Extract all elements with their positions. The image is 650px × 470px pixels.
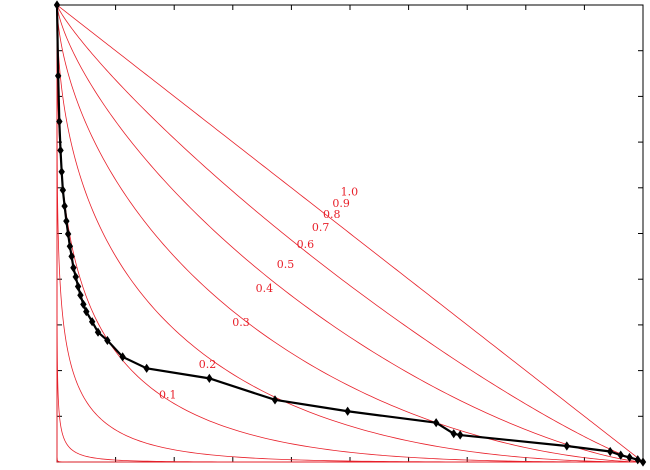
contour-label-0.3: 0.3 bbox=[232, 316, 250, 329]
contour-line-0.6 bbox=[56, 5, 643, 463]
contour-lines bbox=[56, 4, 644, 463]
data-point bbox=[57, 145, 64, 155]
data-series bbox=[53, 0, 647, 467]
data-point bbox=[83, 307, 90, 317]
contour-line-0.7 bbox=[56, 5, 643, 463]
contour-label-0.5: 0.5 bbox=[277, 258, 295, 271]
contour-label-0.4: 0.4 bbox=[256, 282, 273, 295]
series-line bbox=[55, 4, 644, 464]
data-point bbox=[66, 241, 74, 251]
data-point bbox=[53, 0, 61, 10]
data-point bbox=[58, 167, 65, 177]
contour-line-0.4 bbox=[56, 5, 643, 463]
contour-label-0.9: 0.9 bbox=[332, 197, 350, 210]
data-point bbox=[88, 317, 96, 327]
data-point bbox=[639, 457, 647, 467]
contour-label-0.7: 0.7 bbox=[312, 221, 330, 234]
data-point bbox=[63, 216, 70, 226]
data-point bbox=[456, 430, 464, 440]
data-point bbox=[119, 352, 126, 362]
data-point bbox=[54, 71, 62, 81]
data-point bbox=[59, 185, 67, 195]
data-point bbox=[61, 201, 68, 211]
contour-label-0.8: 0.8 bbox=[323, 208, 341, 221]
contour-line-1.0 bbox=[56, 4, 644, 463]
data-point bbox=[617, 450, 624, 460]
data-point bbox=[432, 418, 440, 428]
data-point bbox=[563, 441, 571, 451]
data-point bbox=[206, 373, 213, 383]
data-point bbox=[74, 281, 82, 292]
data-point bbox=[344, 406, 351, 416]
data-point bbox=[450, 429, 457, 439]
contour-labels: 0.1 0.2 0.3 0.4 0.50.6 0.70.80.91.0 bbox=[159, 186, 358, 402]
data-point bbox=[64, 229, 72, 239]
data-point bbox=[104, 335, 111, 346]
data-point bbox=[143, 363, 150, 373]
data-point bbox=[606, 446, 614, 457]
data-point bbox=[634, 455, 641, 465]
data-point bbox=[56, 116, 63, 127]
data-point bbox=[626, 452, 633, 463]
data-point bbox=[68, 251, 75, 261]
data-point bbox=[70, 263, 77, 273]
contour-line-0.8 bbox=[56, 5, 643, 463]
data-point bbox=[80, 299, 87, 309]
data-point bbox=[271, 395, 279, 405]
contour-label-1.0: 1.0 bbox=[341, 186, 359, 199]
data-point bbox=[72, 272, 79, 282]
contour-label-0.2: 0.2 bbox=[199, 358, 217, 371]
contour-line-0.9 bbox=[56, 4, 644, 463]
data-point bbox=[77, 290, 84, 300]
contour-label-0.6: 0.6 bbox=[297, 238, 315, 251]
data-point bbox=[94, 327, 102, 337]
contour-label-0.1: 0.1 bbox=[159, 388, 177, 401]
